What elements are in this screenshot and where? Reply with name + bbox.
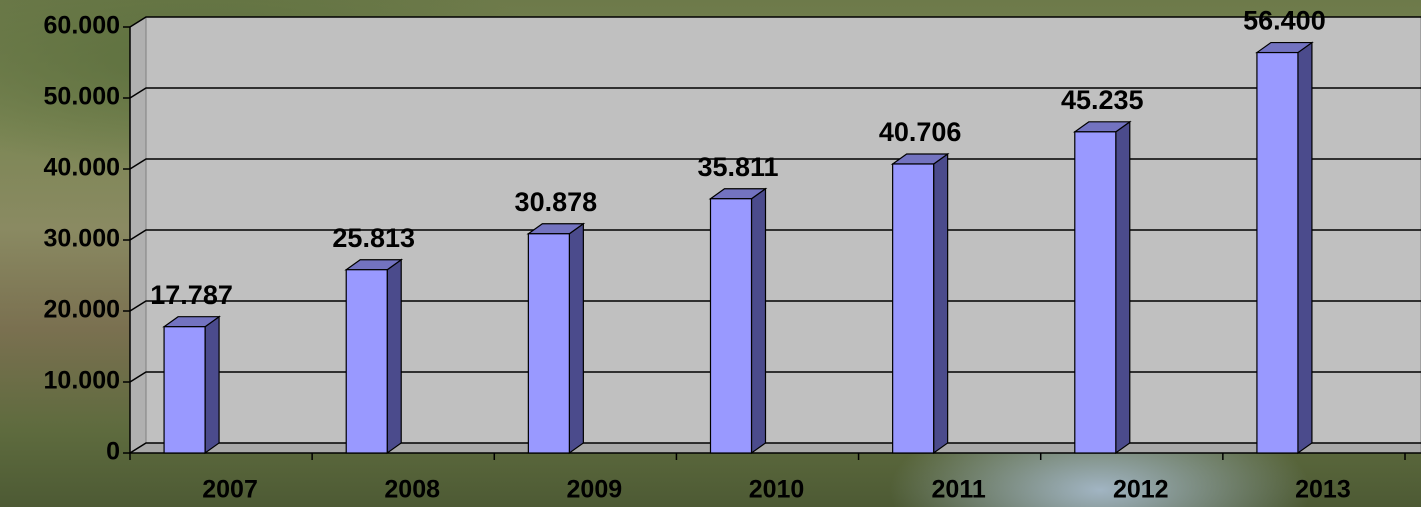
bar	[163, 326, 206, 454]
bar-side	[1115, 120, 1131, 455]
value-label: 25.813	[332, 223, 415, 253]
bar-side	[1297, 41, 1313, 455]
value-label: 56.400	[1243, 6, 1326, 36]
x-tick-label: 2008	[384, 476, 440, 504]
y-tick-label: 60.000	[44, 12, 120, 40]
grid-line	[129, 16, 1421, 28]
bar	[1256, 51, 1299, 454]
value-label: 17.787	[150, 280, 233, 310]
grid-line	[129, 158, 1421, 170]
bar-side	[204, 315, 220, 455]
floor	[128, 442, 1421, 454]
y-tick-label: 30.000	[44, 225, 120, 253]
x-tick-label: 2011	[932, 476, 986, 504]
value-label: 45.235	[1061, 85, 1144, 115]
bar-side	[933, 152, 949, 455]
x-tick-label: 2009	[567, 476, 623, 504]
grid-line	[129, 371, 1421, 383]
y-tick-label: 50.000	[44, 83, 120, 111]
grid-line	[129, 300, 1421, 312]
y-tick-label: 0	[106, 438, 120, 466]
y-tick-label: 10.000	[44, 367, 120, 395]
y-tick-label: 40.000	[44, 154, 120, 182]
grid-line	[129, 87, 1421, 99]
value-label: 30.878	[515, 187, 598, 217]
x-tick-label: 2010	[749, 476, 805, 504]
bar	[1074, 131, 1117, 454]
value-label: 40.706	[879, 117, 962, 147]
grid-line	[129, 229, 1421, 241]
bar-side	[568, 222, 584, 455]
y-tick-label: 20.000	[44, 296, 120, 324]
bar	[527, 233, 570, 454]
bar	[345, 269, 388, 454]
bar	[709, 198, 753, 454]
grid-line	[129, 442, 1421, 454]
bar	[892, 163, 935, 454]
bar-side	[386, 258, 402, 455]
x-tick-label: 2012	[1113, 476, 1169, 504]
bar-side	[750, 187, 767, 455]
x-tick-label: 2013	[1295, 476, 1351, 504]
value-label: 35.811	[697, 152, 778, 182]
x-tick-label: 2007	[202, 476, 258, 504]
